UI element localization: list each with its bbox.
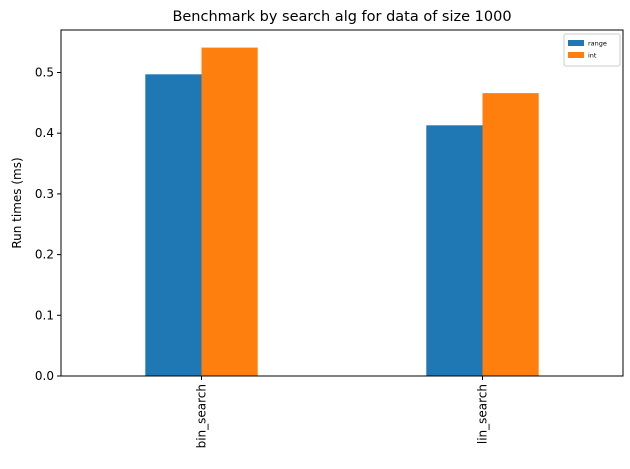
x-tick-label: lin_search: [476, 384, 490, 444]
chart-title: Benchmark by search alg for data of size…: [172, 9, 511, 25]
y-tick-label: 0.0: [35, 369, 54, 383]
y-axis-ticks: 0.0 0.1 0.2 0.3 0.4 0.5: [35, 65, 61, 383]
plot-frame: [60, 29, 624, 377]
x-axis-ticks: bin_search lin_search: [195, 376, 490, 448]
y-axis-label: Run times (ms): [10, 157, 24, 248]
bars: [145, 47, 539, 376]
y-tick-label: 0.4: [35, 126, 54, 140]
y-tick-label: 0.5: [35, 65, 54, 79]
legend-swatch-range: [568, 40, 584, 46]
legend-label-range: range: [588, 40, 607, 48]
legend-swatch-int: [568, 52, 584, 58]
bar-range-lin_search: [426, 125, 483, 376]
legend-label-int: int: [588, 52, 597, 60]
bar-int-bin_search: [201, 47, 258, 376]
legend: range int: [563, 33, 621, 67]
x-tick-label: bin_search: [195, 384, 209, 448]
y-tick-label: 0.1: [35, 308, 54, 322]
y-tick-label: 0.3: [35, 187, 54, 201]
bar-range-bin_search: [145, 74, 202, 376]
bar-int-lin_search: [482, 93, 539, 376]
y-tick-label: 0.2: [35, 248, 54, 262]
